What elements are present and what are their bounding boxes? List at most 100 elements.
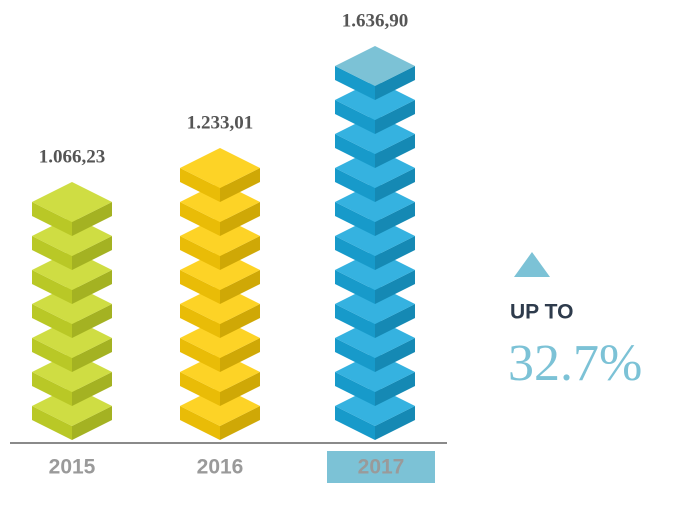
cube-right-shade bbox=[375, 304, 415, 338]
cube-right-shade bbox=[375, 134, 415, 168]
value-label: 1.066,23 bbox=[39, 146, 106, 167]
cube-left-shade bbox=[180, 202, 220, 236]
cube-right-shade bbox=[72, 304, 112, 338]
cube-left bbox=[335, 406, 375, 440]
cube-left bbox=[180, 202, 220, 236]
cube-left-shade bbox=[180, 304, 220, 338]
cube-right bbox=[220, 304, 260, 338]
bar bbox=[32, 182, 112, 440]
cube-left-shade bbox=[335, 168, 375, 202]
cube-left-shade bbox=[32, 202, 72, 236]
cube-right bbox=[375, 100, 415, 134]
cube-top bbox=[180, 148, 260, 188]
cube-left-shade bbox=[180, 406, 220, 440]
cube-right-shade bbox=[220, 236, 260, 270]
cube-right-shade bbox=[220, 372, 260, 406]
value-label: 1.233,01 bbox=[187, 112, 254, 133]
cube-right-shade bbox=[220, 338, 260, 372]
cube-left-shade bbox=[180, 270, 220, 304]
cube-left bbox=[335, 100, 375, 134]
cube-left bbox=[335, 304, 375, 338]
cube-left bbox=[335, 168, 375, 202]
cube-right-shade bbox=[72, 338, 112, 372]
cube-left bbox=[32, 304, 72, 338]
cube-right bbox=[375, 236, 415, 270]
cube-left-shade bbox=[335, 270, 375, 304]
cube-right-shade bbox=[72, 406, 112, 440]
cube-right-shade bbox=[220, 406, 260, 440]
cube-left-shade bbox=[32, 338, 72, 372]
cube-top-light bbox=[180, 148, 260, 188]
cube-top bbox=[335, 46, 415, 86]
cube-right-shade bbox=[220, 270, 260, 304]
cube-right bbox=[220, 168, 260, 202]
cube-left bbox=[180, 406, 220, 440]
cube-right bbox=[72, 270, 112, 304]
cube-right-shade bbox=[220, 202, 260, 236]
cube-left bbox=[32, 372, 72, 406]
cube-left bbox=[335, 66, 375, 100]
cube-left-shade bbox=[335, 100, 375, 134]
cube-right-shade bbox=[72, 372, 112, 406]
cube-left bbox=[335, 372, 375, 406]
cube-left-shade bbox=[32, 270, 72, 304]
cube-right bbox=[220, 406, 260, 440]
cube-left-shade bbox=[32, 236, 72, 270]
bar bbox=[335, 46, 415, 440]
cube-right bbox=[375, 372, 415, 406]
cube-right-shade bbox=[375, 168, 415, 202]
cube-right bbox=[72, 304, 112, 338]
x-tick-label: 2016 bbox=[197, 456, 244, 479]
cube-right bbox=[72, 338, 112, 372]
cube-left-shade bbox=[180, 236, 220, 270]
cube-right-shade bbox=[72, 270, 112, 304]
cube-right bbox=[375, 304, 415, 338]
cube-right bbox=[375, 134, 415, 168]
cube-right-shade bbox=[72, 202, 112, 236]
cube-left-shade bbox=[335, 338, 375, 372]
cube-left bbox=[180, 338, 220, 372]
cube-left bbox=[335, 338, 375, 372]
cube-left-shade bbox=[180, 338, 220, 372]
cube-right-shade bbox=[375, 372, 415, 406]
cube-top bbox=[32, 182, 112, 222]
up-arrow bbox=[514, 252, 550, 277]
cube-right-shade bbox=[375, 100, 415, 134]
cube-right-shade bbox=[375, 338, 415, 372]
cube-left bbox=[180, 270, 220, 304]
cube-right bbox=[220, 270, 260, 304]
cube-right bbox=[375, 168, 415, 202]
cube-left bbox=[32, 406, 72, 440]
cube-right bbox=[220, 202, 260, 236]
cube-right bbox=[220, 338, 260, 372]
cube-left bbox=[335, 134, 375, 168]
cube-right bbox=[220, 372, 260, 406]
cube-left-shade bbox=[335, 66, 375, 100]
cube-left bbox=[180, 236, 220, 270]
cube-left bbox=[335, 202, 375, 236]
cube-left bbox=[180, 372, 220, 406]
cube-right bbox=[375, 338, 415, 372]
cube-right bbox=[375, 270, 415, 304]
annotation-label: UP TO bbox=[510, 301, 573, 324]
highlight-box bbox=[327, 451, 435, 483]
cube-right-shade bbox=[72, 236, 112, 270]
cube-left-shade bbox=[180, 168, 220, 202]
x-tick-label: 2017 bbox=[358, 456, 405, 479]
cube-left-shade bbox=[32, 372, 72, 406]
bar bbox=[180, 148, 260, 440]
cube-right-shade bbox=[375, 406, 415, 440]
cube-right bbox=[220, 236, 260, 270]
cube-right bbox=[72, 202, 112, 236]
cube-right bbox=[72, 372, 112, 406]
cube-left-shade bbox=[180, 372, 220, 406]
cube-left-shade bbox=[32, 304, 72, 338]
cube-right-shade bbox=[375, 66, 415, 100]
cube-left-shade bbox=[335, 406, 375, 440]
cube-right bbox=[72, 236, 112, 270]
cube-left bbox=[32, 202, 72, 236]
annotation-value: 32.7% bbox=[508, 335, 642, 392]
cube-right bbox=[375, 406, 415, 440]
x-tick-label: 2015 bbox=[49, 456, 96, 479]
cube-right-shade bbox=[220, 168, 260, 202]
